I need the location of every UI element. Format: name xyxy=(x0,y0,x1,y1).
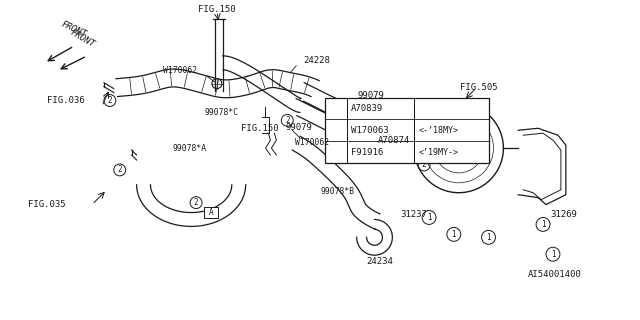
Text: 24234: 24234 xyxy=(366,257,393,266)
Text: 99079: 99079 xyxy=(285,123,312,132)
Text: W170063: W170063 xyxy=(351,126,388,135)
Text: 2: 2 xyxy=(285,116,289,125)
Text: <’19MY->: <’19MY-> xyxy=(418,148,458,156)
Text: W170062: W170062 xyxy=(295,138,330,147)
Text: 1: 1 xyxy=(541,220,545,229)
Text: FIG.505: FIG.505 xyxy=(460,83,497,92)
Text: FRONT: FRONT xyxy=(60,20,88,39)
Text: A: A xyxy=(209,208,213,217)
Text: AI54001400: AI54001400 xyxy=(528,269,582,278)
Text: 2: 2 xyxy=(333,126,338,135)
Text: 99078*A: 99078*A xyxy=(172,144,206,153)
Text: 1: 1 xyxy=(427,213,431,222)
Text: 1: 1 xyxy=(550,250,556,259)
Text: 99079: 99079 xyxy=(358,91,385,100)
Text: 2: 2 xyxy=(108,96,112,105)
Text: 99078*B: 99078*B xyxy=(321,187,355,196)
Text: 2: 2 xyxy=(194,198,198,207)
Text: FIG.035: FIG.035 xyxy=(28,200,65,209)
Text: 2: 2 xyxy=(422,160,426,170)
Text: 2: 2 xyxy=(118,165,122,174)
Text: FIG.036: FIG.036 xyxy=(47,96,85,105)
Bar xyxy=(204,207,218,218)
Text: A70874: A70874 xyxy=(378,136,410,145)
Text: FRONT: FRONT xyxy=(68,28,96,49)
Text: 24228: 24228 xyxy=(303,56,330,65)
Text: 99078*C: 99078*C xyxy=(205,108,239,117)
Text: F91916: F91916 xyxy=(351,148,383,156)
Text: 1: 1 xyxy=(486,233,491,242)
Text: A70839: A70839 xyxy=(351,104,383,113)
Bar xyxy=(403,143,416,154)
Text: <-’18MY>: <-’18MY> xyxy=(418,126,458,135)
Text: 1: 1 xyxy=(333,104,338,113)
Text: 2: 2 xyxy=(404,144,408,153)
Bar xyxy=(325,98,488,163)
Text: FIG.150: FIG.150 xyxy=(241,124,278,133)
Text: W170062: W170062 xyxy=(163,66,197,75)
Text: 31237: 31237 xyxy=(401,210,428,219)
Text: 1: 1 xyxy=(451,230,456,239)
Text: 31269: 31269 xyxy=(550,210,577,219)
Text: A: A xyxy=(407,144,412,153)
Text: FIG.150: FIG.150 xyxy=(198,5,236,14)
